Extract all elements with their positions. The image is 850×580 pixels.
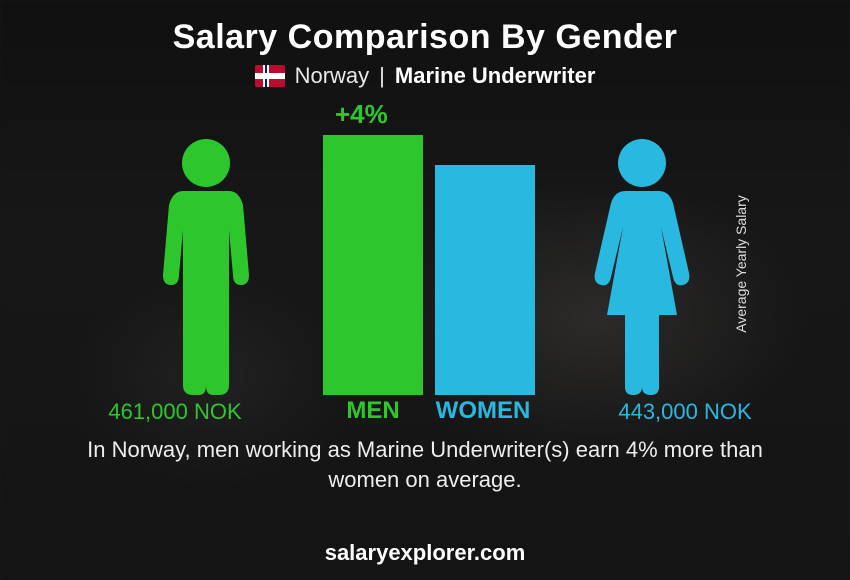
- men-bar: [323, 135, 423, 395]
- chart-area: +4% MEN 461,000 NOK WOMEN 443,000 NOK Av…: [65, 99, 785, 429]
- male-person-icon: [141, 135, 271, 395]
- separator: |: [379, 63, 385, 89]
- percent-diff-label: +4%: [335, 99, 388, 130]
- country-label: Norway: [295, 63, 370, 89]
- women-bar: [435, 165, 535, 395]
- women-bar-label: WOMEN: [413, 397, 553, 425]
- job-title-label: Marine Underwriter: [395, 63, 596, 89]
- page-title: Salary Comparison By Gender: [173, 18, 678, 57]
- norway-flag-icon: [255, 65, 285, 87]
- footer-source: salaryexplorer.com: [325, 540, 526, 566]
- description-text: In Norway, men working as Marine Underwr…: [55, 435, 795, 494]
- y-axis-label: Average Yearly Salary: [732, 195, 748, 333]
- content-container: Salary Comparison By Gender Norway | Mar…: [0, 0, 850, 580]
- women-salary-label: 443,000 NOK: [585, 399, 785, 425]
- female-person-icon: [577, 135, 707, 395]
- men-salary-label: 461,000 NOK: [75, 399, 275, 425]
- subtitle-row: Norway | Marine Underwriter: [255, 63, 596, 89]
